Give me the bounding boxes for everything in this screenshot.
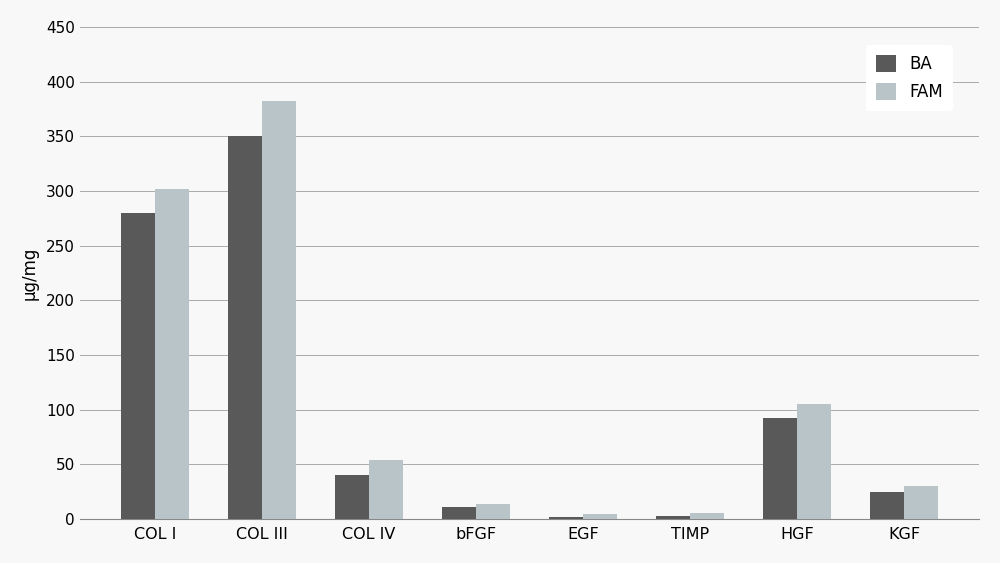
Bar <box>870 491 904 519</box>
Bar <box>763 418 797 519</box>
Bar <box>549 517 583 519</box>
Bar <box>228 136 262 519</box>
Bar <box>121 213 155 519</box>
Bar <box>335 475 369 519</box>
Legend: BA, FAM: BA, FAM <box>866 45 953 111</box>
Bar <box>262 101 296 519</box>
Bar <box>904 486 938 519</box>
Bar <box>155 189 189 519</box>
Bar <box>476 503 510 519</box>
Bar <box>442 507 476 519</box>
Bar <box>656 516 690 519</box>
Bar <box>369 460 403 519</box>
Y-axis label: μg/mg: μg/mg <box>21 246 39 300</box>
Bar <box>690 513 724 519</box>
Bar <box>583 515 617 519</box>
Bar <box>797 404 831 519</box>
